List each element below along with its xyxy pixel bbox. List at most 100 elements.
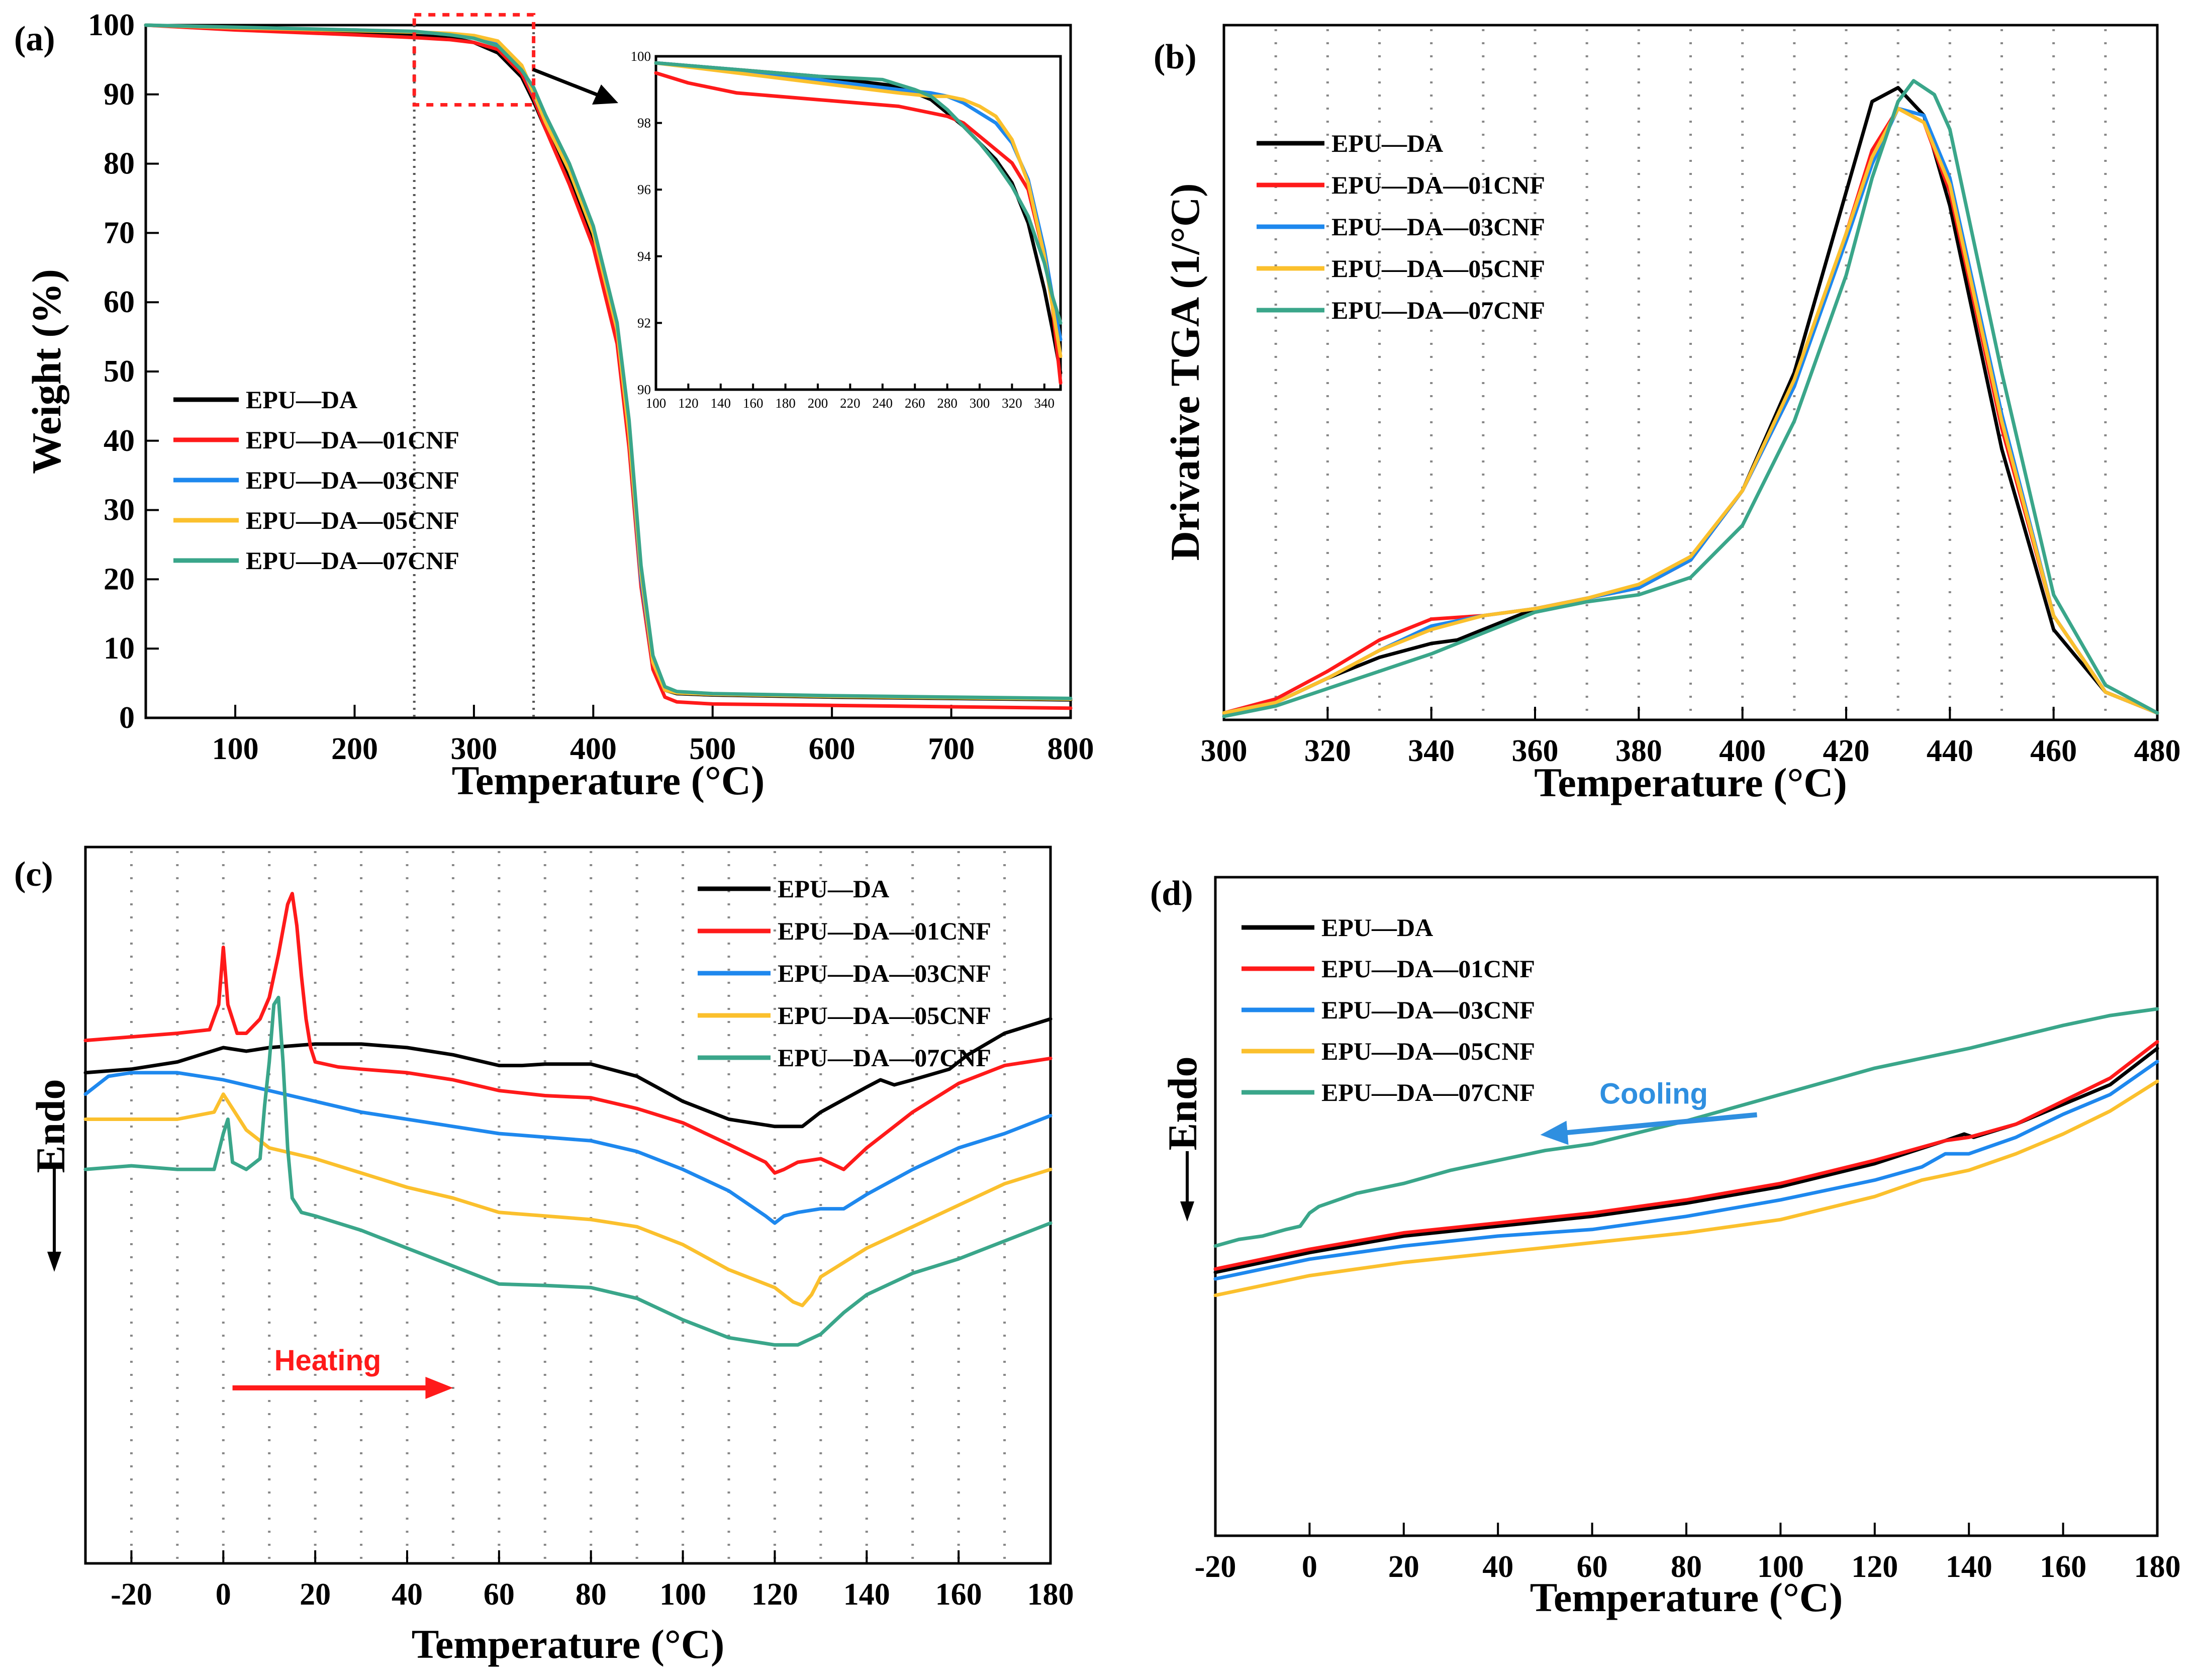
- panel-a-y-tick-label: 100: [88, 8, 135, 42]
- panel-c-x-tick-label: 140: [843, 1577, 890, 1612]
- panel-a-inset-y-tick-label: 96: [637, 182, 651, 197]
- panel-c-x-tick-label: 60: [484, 1577, 515, 1612]
- panel-a-tga-chart: 100 200 300 400 500 600 700 800 0 10 20 30 40 50 60 70 8…: [24, 8, 1094, 803]
- panel-a-inset-x-tick-label: 160: [743, 396, 764, 411]
- panel-b-x-tick-label: 400: [1719, 734, 1766, 768]
- panel-a-legend-label: EPU—DA—03CNF: [246, 466, 459, 494]
- panel-d-x-tick-label: 160: [2040, 1550, 2086, 1584]
- panel-a-y-tick-label: 40: [104, 424, 135, 458]
- panel-d-series-epu-da-07cnf: [1213, 1007, 2159, 1248]
- panel-label-b: (b): [1154, 38, 1197, 76]
- panel-a-x-tick-label: 200: [331, 732, 378, 766]
- panel-d-cooling-label: Cooling: [1599, 1078, 1708, 1110]
- panel-b-series-epu-da-07cnf: [1222, 79, 2159, 718]
- panel-d-series-epu-da-05cnf: [1213, 1079, 2159, 1297]
- panel-a-inset-chart: 100 120 140 160 180 200 220 240 260 280 300 320 340 9…: [631, 49, 1063, 411]
- panel-c-series-epu-da-03cnf: [83, 1071, 1053, 1225]
- panel-a-inset-x-tick-label: 180: [775, 396, 796, 411]
- panel-a-y-tick-label: 0: [119, 701, 135, 735]
- panel-d-cooling-arrow: [1564, 1112, 1758, 1136]
- panel-a-x-tick-label: 600: [809, 732, 855, 766]
- panel-c-legend-label: EPU—DA—03CNF: [778, 959, 991, 987]
- panel-c-x-tick-label: 100: [659, 1577, 706, 1612]
- panel-d-legend-label: EPU—DA—01CNF: [1321, 955, 1535, 983]
- panel-a-x-axis-label: Temperature (°C): [452, 758, 765, 803]
- panel-b-x-tick-label: 420: [1823, 734, 1870, 768]
- panel-a-inset-y-tick-label: 94: [637, 249, 651, 264]
- panel-a-legend-label: EPU—DA: [246, 386, 357, 414]
- panel-a-legend-label: EPU—DA—01CNF: [246, 426, 459, 454]
- panel-b-legend-label: EPU—DA—07CNF: [1331, 296, 1545, 324]
- panel-b-x-tick-label: 380: [1615, 734, 1662, 768]
- panel-d-x-tick-label: 120: [1851, 1550, 1898, 1584]
- panel-d-x-axis-label: Temperature (°C): [1530, 1574, 1843, 1620]
- panel-c-series-epu-da-07cnf: [83, 995, 1053, 1347]
- panel-a-inset-series-epu-da-05cnf: [654, 61, 1063, 358]
- panel-d-y-axis-label: Endo: [1160, 1057, 1205, 1151]
- panel-b-x-tick-label: 440: [1927, 734, 1973, 768]
- panel-d-x-tick-label: 40: [1482, 1550, 1513, 1584]
- panel-d-cooling-arrowhead: [1540, 1121, 1569, 1145]
- panel-c-series-epu-da: [83, 1017, 1053, 1129]
- panel-d-x-tick-label: 0: [1302, 1550, 1317, 1584]
- panel-d-x-tick-label: 60: [1577, 1550, 1608, 1584]
- panel-d-legend-label: EPU—DA—07CNF: [1321, 1078, 1535, 1106]
- panel-d-series-epu-da-01cnf: [1213, 1040, 2159, 1271]
- panel-d-series-epu-da-03cnf: [1213, 1060, 2159, 1281]
- panel-a-inset-x-tick-label: 320: [1002, 396, 1022, 411]
- panel-d-x-tick-label: 80: [1671, 1550, 1702, 1584]
- panel-c-series-epu-da-01cnf: [83, 892, 1053, 1175]
- panel-b-x-tick-label: 360: [1512, 734, 1559, 768]
- panel-c-y-axis-label: Endo: [28, 1079, 73, 1173]
- panel-a-inset-x-tick-label: 340: [1034, 396, 1055, 411]
- panel-b-legend-label: EPU—DA: [1331, 129, 1443, 157]
- panel-a-inset-series-epu-da-07cnf: [654, 61, 1063, 325]
- panel-b-dtg-chart: 300 320 340 360 380 400 420 440 460 480 EPU—DA EPU—…: [1162, 24, 2181, 805]
- panel-c-dsc-heating-chart: -20 0 20 40 60 80 100 120 140 160 180 EPU—DA EPU—DA—…: [28, 846, 1074, 1667]
- panel-label-d: (d): [1150, 874, 1193, 913]
- panel-a-inset-x-tick-label: 200: [808, 396, 828, 411]
- panel-d-endo-arrowhead: [1180, 1201, 1194, 1222]
- panel-a-series-epu-da-01cnf: [144, 23, 1073, 710]
- panel-a-inset-background: [656, 56, 1061, 390]
- panel-d-x-tick-label: -20: [1195, 1550, 1236, 1584]
- panel-a-inset-y-tick-label: 98: [637, 116, 651, 131]
- panel-b-x-tick-label: 340: [1408, 734, 1455, 768]
- panel-b-x-tick-label: 480: [2134, 734, 2181, 768]
- panel-a-x-tick-label: 800: [1047, 732, 1094, 766]
- panel-a-inset-x-tick-label: 260: [905, 396, 925, 411]
- panel-b-x-axis-label: Temperature (°C): [1534, 760, 1847, 805]
- panel-a-y-tick-label: 70: [104, 216, 135, 250]
- panel-c-plot-frame: [84, 846, 1052, 1565]
- panel-b-legend-label: EPU—DA—01CNF: [1331, 171, 1545, 199]
- panel-a-series-epu-da-07cnf: [144, 23, 1073, 700]
- panel-a-x-tick-label: 700: [928, 732, 975, 766]
- panel-c-series-epu-da-05cnf: [83, 1092, 1053, 1308]
- panel-c-x-tick-label: 120: [751, 1577, 798, 1612]
- panel-a-inset-x-tick-label: 300: [970, 396, 990, 411]
- panel-d-x-tick-label: 140: [1946, 1550, 1992, 1584]
- panel-b-legend-label: EPU—DA—05CNF: [1331, 254, 1545, 283]
- panel-a-inset-x-tick-label: 220: [840, 396, 861, 411]
- panel-a-inset-x-tick-label: 100: [646, 396, 666, 411]
- panel-d-legend-label: EPU—DA—03CNF: [1321, 996, 1535, 1024]
- panel-c-x-tick-label: 0: [216, 1577, 231, 1612]
- panel-d-legend-label: EPU—DA—05CNF: [1321, 1037, 1535, 1065]
- panel-c-legend-label: EPU—DA—07CNF: [778, 1044, 991, 1072]
- panel-a-y-tick-label: 50: [104, 354, 135, 389]
- panel-c-x-axis-label: Temperature (°C): [412, 1621, 725, 1667]
- panel-a-zoom-arrowhead: [592, 84, 618, 105]
- panel-c-x-tick-label: 20: [300, 1577, 331, 1612]
- panel-c-heating-arrowhead: [425, 1376, 453, 1399]
- panel-a-y-tick-label: 60: [104, 285, 135, 319]
- panel-b-plot-frame: [1222, 24, 2159, 721]
- panel-label-c: (c): [14, 855, 53, 894]
- panel-a-x-tick-label: 300: [450, 732, 497, 766]
- panel-a-inset-x-tick-label: 280: [937, 396, 958, 411]
- panel-a-y-axis-label: Weight (%): [24, 269, 69, 474]
- panel-d-legend-label: EPU—DA: [1321, 913, 1433, 942]
- panel-a-y-tick-label: 10: [104, 631, 135, 666]
- panel-a-zoom-arrow: [532, 67, 600, 98]
- panel-a-inset-x-tick-label: 120: [678, 396, 699, 411]
